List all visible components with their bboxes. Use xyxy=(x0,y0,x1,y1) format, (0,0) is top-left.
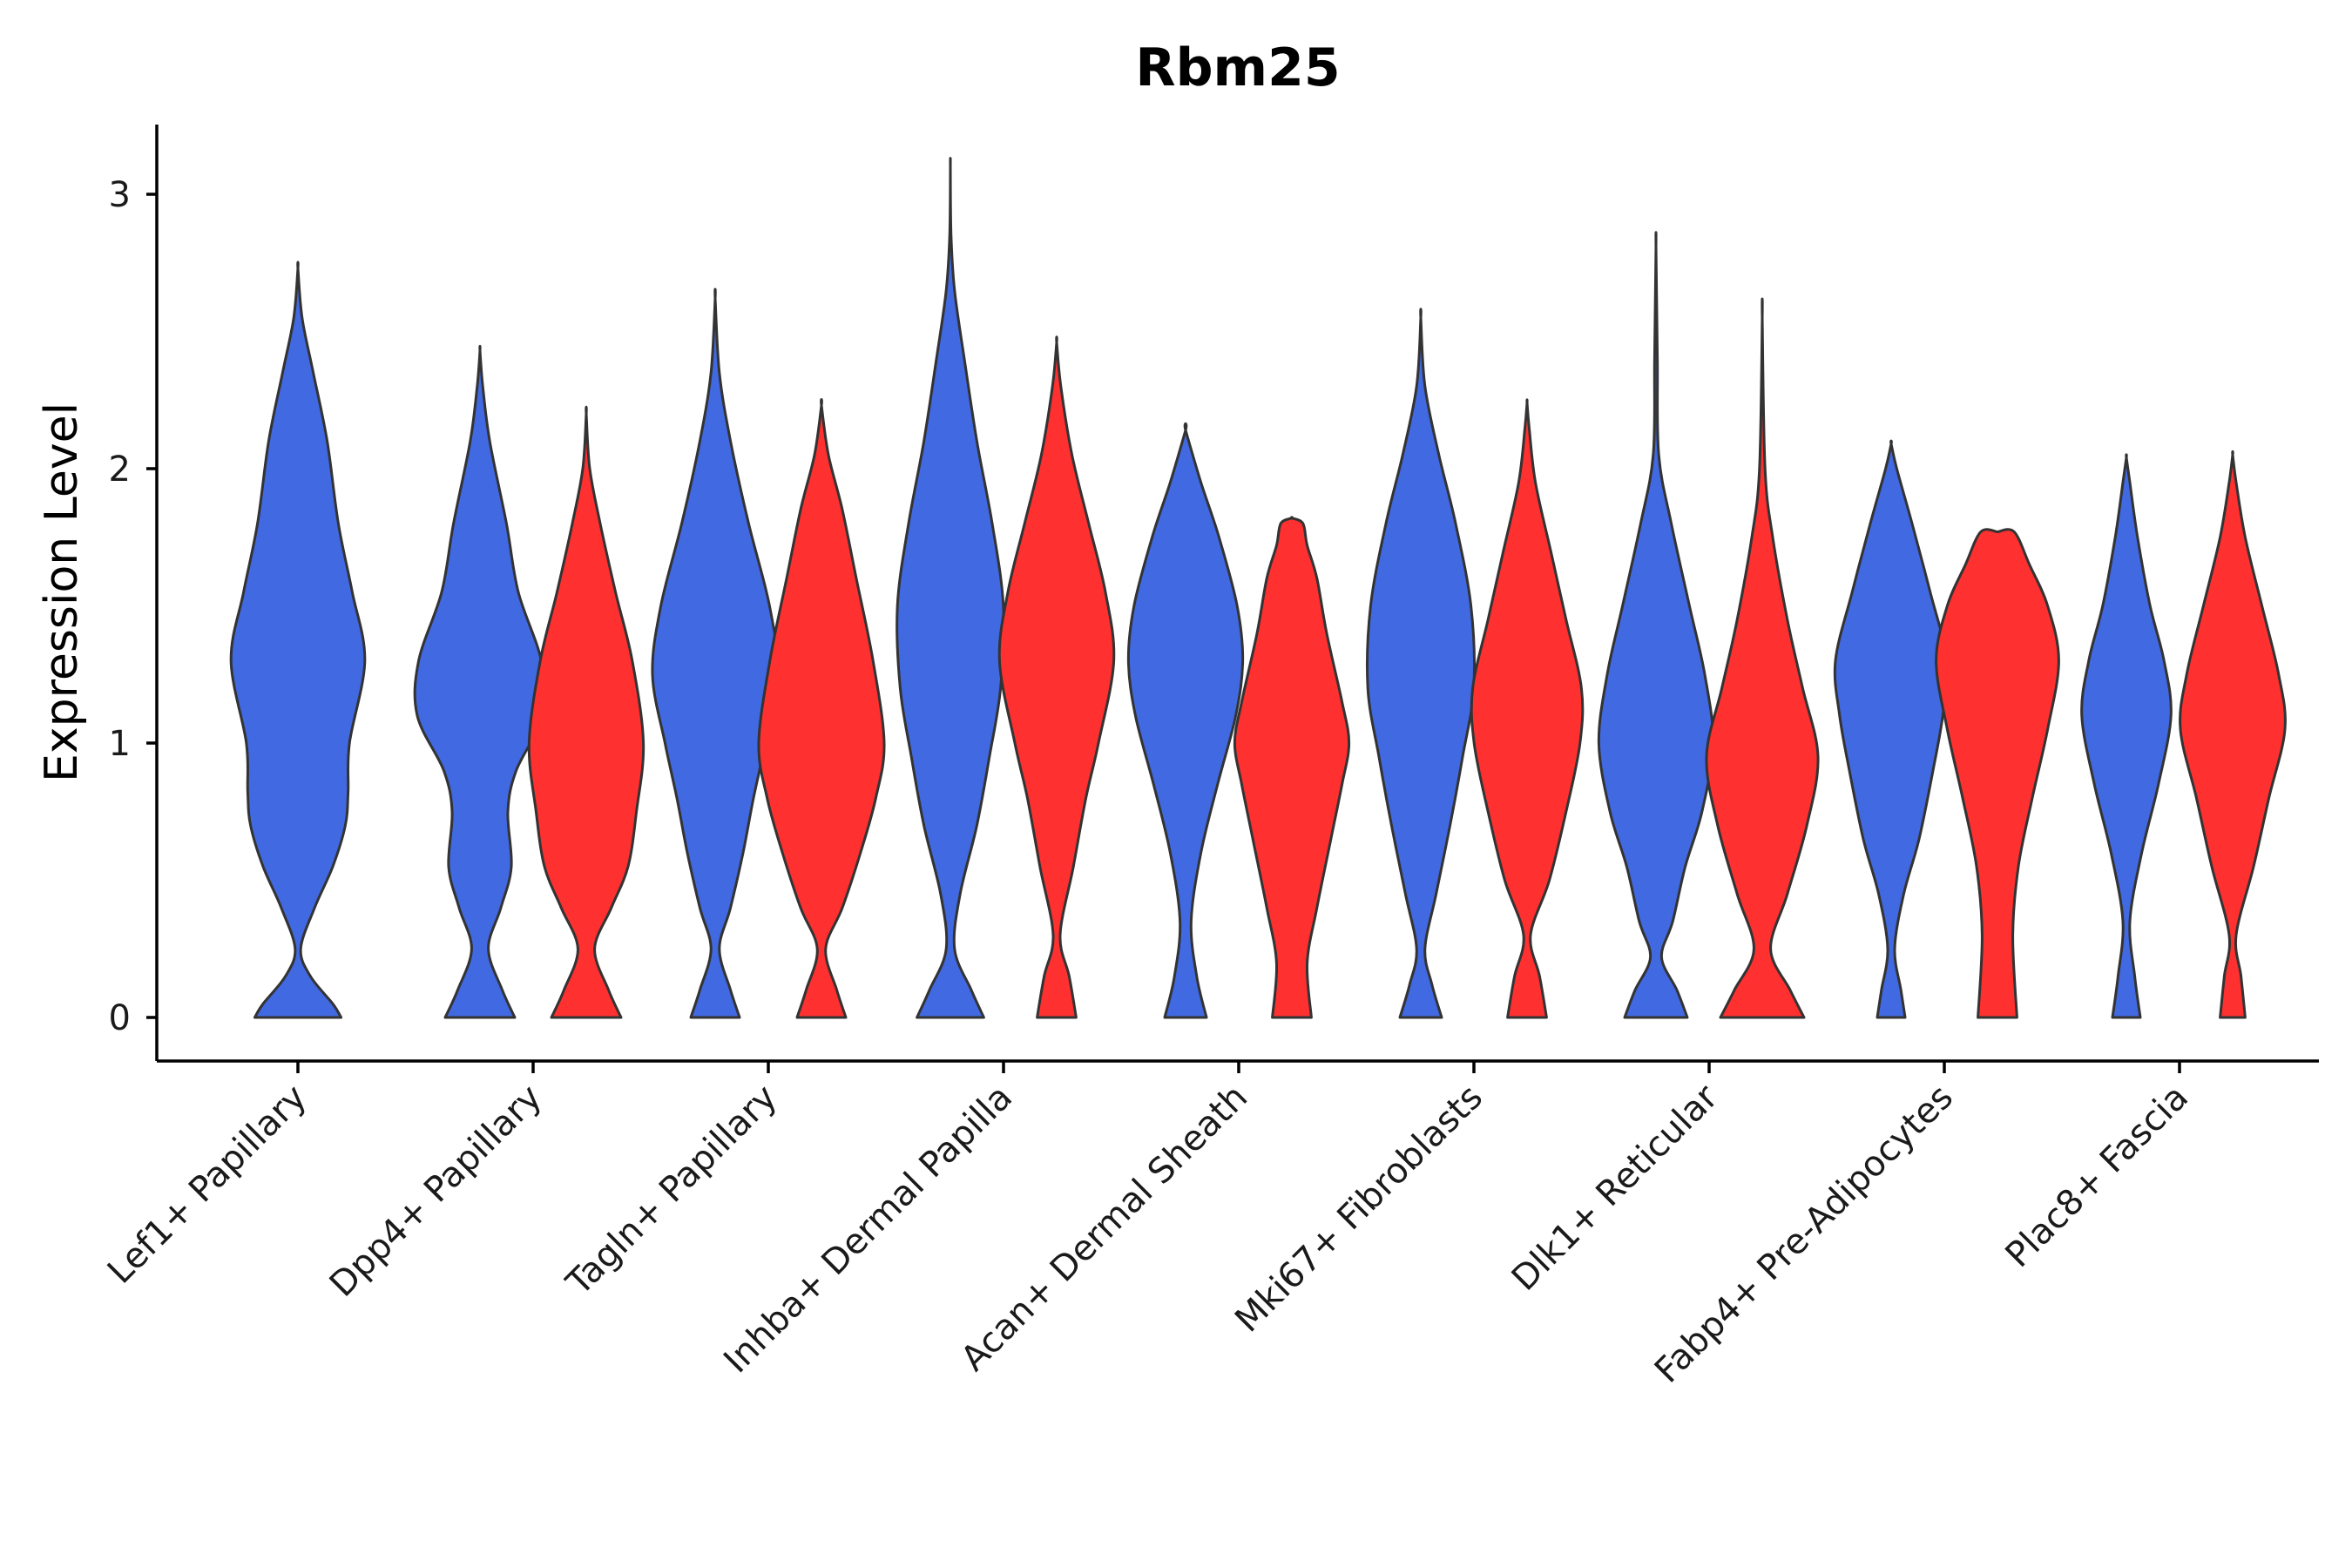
violin-group_1-fabp4-pre-adipocytes xyxy=(1833,439,1950,1019)
violin-group_2-dlk1-reticular xyxy=(1705,297,1820,1019)
x-axis-ticks: Lef1+ Papillary Dpp4+ Papillary Tagln+ Pap… xyxy=(100,1061,2196,1391)
x-tick-label: Lef1+ Papillary xyxy=(100,1078,314,1292)
violin-group_2-plac8-fascia xyxy=(2179,449,2287,1019)
y-tick-label: 3 xyxy=(109,175,131,215)
x-tick-label: Plac8+ Fascia xyxy=(1998,1078,2197,1276)
chart-title: Rbm25 xyxy=(1135,37,1340,98)
y-axis-ticks: 0 1 2 3 xyxy=(109,175,157,1038)
y-tick-label: 1 xyxy=(109,724,131,764)
x-tick-label: Tagln+ Papillary xyxy=(558,1078,785,1304)
y-axis-label: Expression Level xyxy=(36,402,88,782)
violin-group_2-inhba-dermal-papilla xyxy=(997,335,1116,1019)
violin-group_1-inhba-dermal-papilla xyxy=(896,157,1005,1019)
y-tick-label: 2 xyxy=(109,449,131,490)
violin-group_1-acan-dermal-sheath xyxy=(1126,422,1245,1019)
violin-group_1-mki67-fibroblasts xyxy=(1366,308,1476,1019)
violin-group_2-dpp4-papillary xyxy=(527,405,645,1019)
x-tick-label: Mki67+ Fibroblasts xyxy=(1227,1078,1490,1341)
violin-group_2-fabp4-pre-adipocytes xyxy=(1935,528,2060,1019)
violin-group_1-tagln-papillary xyxy=(651,287,780,1019)
violin-group_2-tagln-papillary xyxy=(757,397,886,1019)
violin-group_1-lef1-papillary xyxy=(229,260,367,1019)
violin-group_2-mki67-fibroblasts xyxy=(1470,398,1585,1019)
y-tick-label: 0 xyxy=(109,998,131,1038)
violin-layer xyxy=(229,157,2287,1019)
x-tick-label: Dpp4+ Papillary xyxy=(322,1078,550,1305)
violin-group_1-dlk1-reticular xyxy=(1597,231,1715,1019)
violin-group_1-plac8-fascia xyxy=(2080,453,2173,1019)
violin-group_2-acan-dermal-sheath xyxy=(1233,516,1351,1019)
violin-group_1-dpp4-papillary xyxy=(413,344,547,1019)
x-tick-label: Dlk1+ Reticular xyxy=(1504,1077,1727,1299)
